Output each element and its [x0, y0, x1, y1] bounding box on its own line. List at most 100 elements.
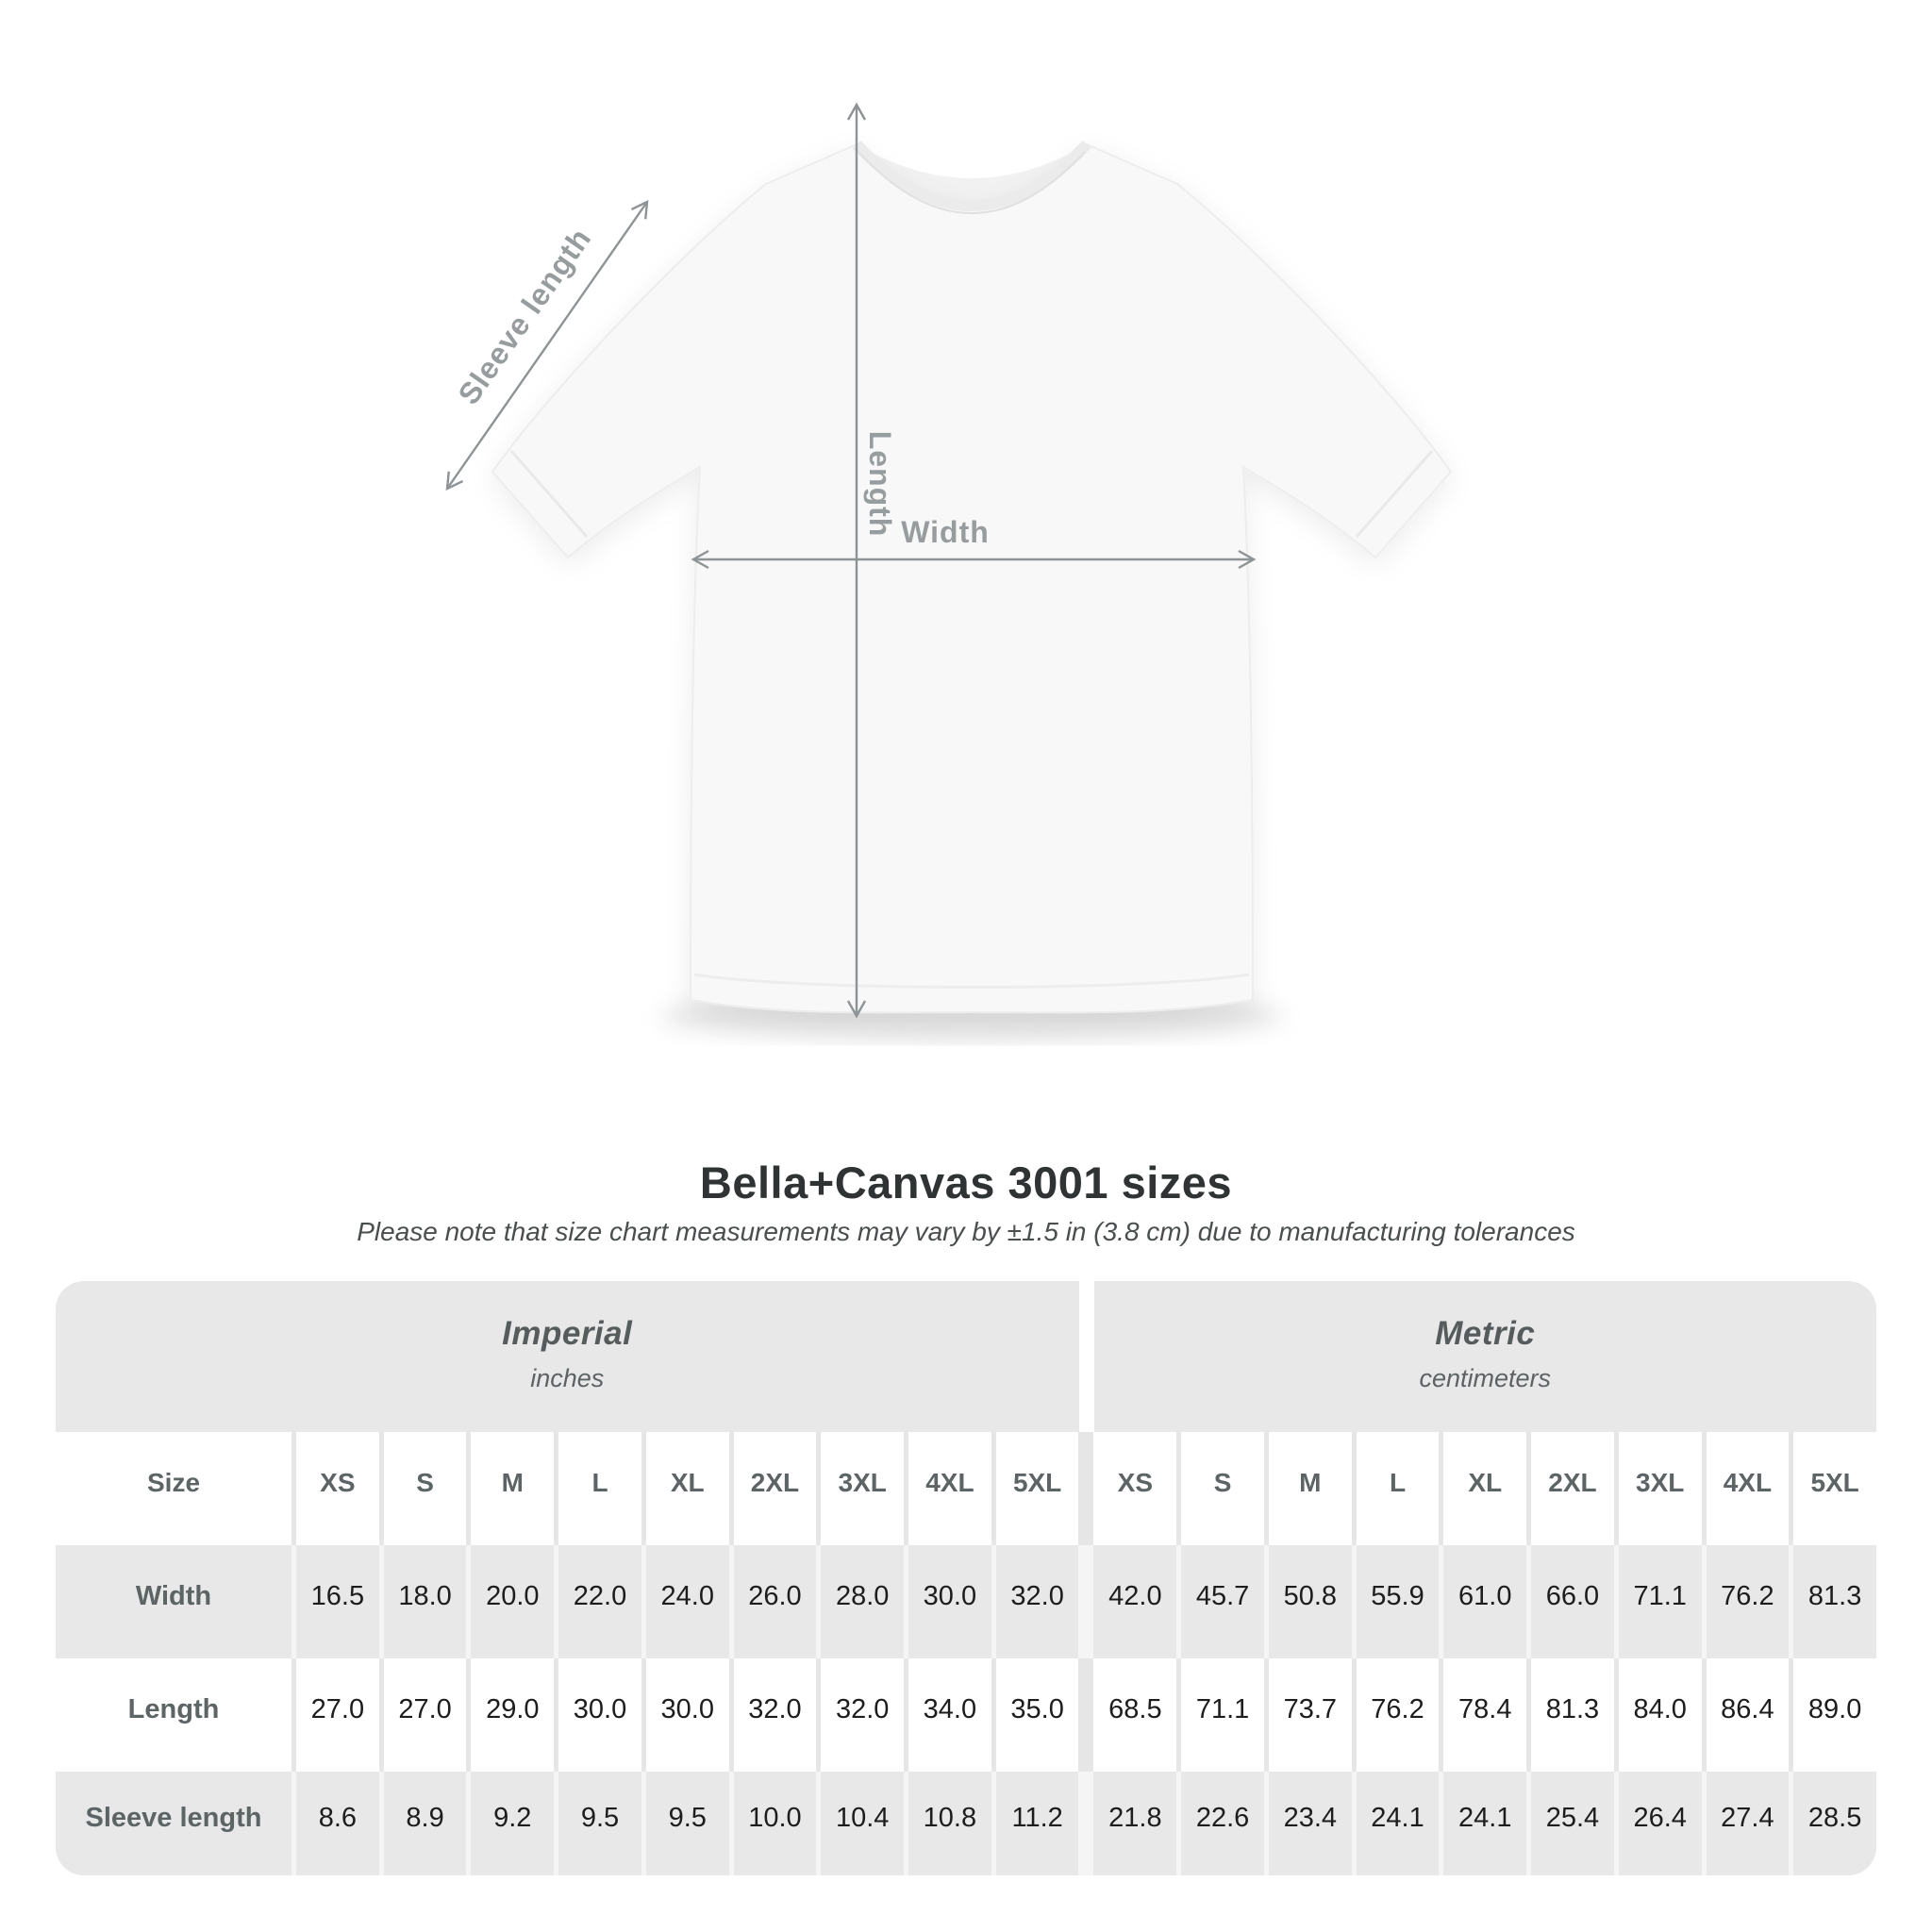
value-cell: 20.0: [471, 1545, 555, 1658]
size-cell: 4XL: [1706, 1432, 1790, 1545]
size-cell: XL: [1443, 1432, 1527, 1545]
size-cell: XS: [296, 1432, 379, 1545]
value-cell: 30.0: [908, 1545, 991, 1658]
value-cell: 66.0: [1531, 1545, 1614, 1658]
section-gap: [1083, 1658, 1089, 1772]
size-cell: L: [558, 1432, 641, 1545]
tshirt-diagram-svg: Sleeve length Length Width: [445, 102, 1453, 1041]
value-cell: 18.0: [383, 1545, 467, 1658]
size-cell: L: [1356, 1432, 1440, 1545]
row-label: Length: [56, 1658, 291, 1772]
value-cell: 81.3: [1793, 1545, 1876, 1658]
size-cell: 4XL: [908, 1432, 991, 1545]
value-cell: 24.1: [1443, 1772, 1527, 1875]
value-cell: 9.5: [645, 1772, 729, 1875]
section-gap: [1084, 1281, 1090, 1432]
width-label: Width: [901, 515, 990, 549]
value-cell: 34.0: [908, 1658, 991, 1772]
tshirt-collar-seam: [858, 151, 1086, 214]
size-table: Imperial inches Metric centimeters Size …: [56, 1281, 1876, 1875]
section-gap: [1083, 1545, 1089, 1658]
value-cell: 84.0: [1618, 1658, 1702, 1772]
size-cell: 5XL: [995, 1432, 1079, 1545]
size-cell: XL: [645, 1432, 729, 1545]
size-cell: 3XL: [1618, 1432, 1702, 1545]
value-cell: 28.0: [821, 1545, 905, 1658]
length-label: Length: [863, 431, 897, 538]
value-cell: 71.1: [1181, 1658, 1264, 1772]
page-subtitle: Please note that size chart measurements…: [357, 1217, 1575, 1246]
value-cell: 50.8: [1268, 1545, 1352, 1658]
hem-seam: [693, 973, 1250, 989]
value-cell: 30.0: [558, 1658, 641, 1772]
size-cell: 5XL: [1793, 1432, 1876, 1545]
size-cell: S: [1181, 1432, 1264, 1545]
size-cell: 2XL: [1531, 1432, 1614, 1545]
size-cell: 3XL: [821, 1432, 905, 1545]
value-cell: 21.8: [1093, 1772, 1177, 1875]
section-gap: [1083, 1432, 1089, 1545]
value-cell: 71.1: [1618, 1545, 1702, 1658]
value-cell: 42.0: [1093, 1545, 1177, 1658]
size-column-header: Size: [56, 1432, 291, 1545]
value-cell: 10.0: [733, 1772, 817, 1875]
tshirt-collar: [852, 140, 1091, 211]
section-gap: [1083, 1772, 1089, 1875]
value-cell: 22.6: [1181, 1772, 1264, 1875]
imperial-title: Imperial: [502, 1314, 633, 1352]
value-cell: 73.7: [1268, 1658, 1352, 1772]
value-cell: 8.6: [296, 1772, 379, 1875]
value-cell: 61.0: [1443, 1545, 1527, 1658]
page-title: Bella+Canvas 3001 sizes: [699, 1158, 1233, 1208]
value-cell: 28.5: [1793, 1772, 1876, 1875]
value-cell: 55.9: [1356, 1545, 1440, 1658]
unit-header-row: Imperial inches Metric centimeters: [56, 1281, 1876, 1432]
value-cell: 26.0: [733, 1545, 817, 1658]
value-cell: 27.4: [1706, 1772, 1790, 1875]
right-cuff-seam: [1355, 450, 1434, 538]
value-cell: 11.2: [995, 1772, 1079, 1875]
size-cell: S: [383, 1432, 467, 1545]
value-cell: 10.4: [821, 1772, 905, 1875]
value-cell: 32.0: [733, 1658, 817, 1772]
row-label: Width: [56, 1545, 291, 1658]
sleeve-length-arrow: [445, 199, 649, 491]
value-cell: 24.0: [645, 1545, 729, 1658]
size-cell: M: [1268, 1432, 1352, 1545]
value-cell: 32.0: [995, 1545, 1079, 1658]
value-cell: 10.8: [908, 1772, 991, 1875]
value-cell: 8.9: [383, 1772, 467, 1875]
value-cell: 32.0: [821, 1658, 905, 1772]
value-cell: 45.7: [1181, 1545, 1264, 1658]
value-cell: 35.0: [995, 1658, 1079, 1772]
value-cell: 25.4: [1531, 1772, 1614, 1875]
value-cell: 29.0: [471, 1658, 555, 1772]
tshirt-graphic: [491, 142, 1453, 1014]
sleeve-length-row: Sleeve length 8.6 8.9 9.2 9.5 9.5 10.0 1…: [56, 1772, 1876, 1875]
value-cell: 76.2: [1706, 1545, 1790, 1658]
imperial-unit: inches: [530, 1363, 605, 1392]
value-cell: 27.0: [383, 1658, 467, 1772]
value-cell: 78.4: [1443, 1658, 1527, 1772]
tshirt-diagram: Sleeve length Length Width: [406, 71, 1538, 1118]
value-cell: 26.4: [1618, 1772, 1702, 1875]
value-cell: 9.5: [558, 1772, 641, 1875]
metric-unit: centimeters: [1419, 1363, 1552, 1392]
width-row: Width 16.5 18.0 20.0 22.0 24.0 26.0 28.0…: [56, 1545, 1876, 1658]
value-cell: 86.4: [1706, 1658, 1790, 1772]
value-cell: 22.0: [558, 1545, 641, 1658]
size-cell: M: [471, 1432, 555, 1545]
value-cell: 27.0: [296, 1658, 379, 1772]
length-row: Length 27.0 27.0 29.0 30.0 30.0 32.0 32.…: [56, 1658, 1876, 1772]
value-cell: 68.5: [1093, 1658, 1177, 1772]
value-cell: 16.5: [296, 1545, 379, 1658]
value-cell: 89.0: [1793, 1658, 1876, 1772]
size-cell: 2XL: [733, 1432, 817, 1545]
size-header-row: Size XS S M L XL 2XL 3XL 4XL 5XL XS S M …: [56, 1432, 1876, 1545]
metric-title: Metric: [1435, 1314, 1536, 1352]
row-label: Sleeve length: [56, 1772, 291, 1875]
size-cell: XS: [1093, 1432, 1177, 1545]
value-cell: 23.4: [1268, 1772, 1352, 1875]
value-cell: 76.2: [1356, 1658, 1440, 1772]
